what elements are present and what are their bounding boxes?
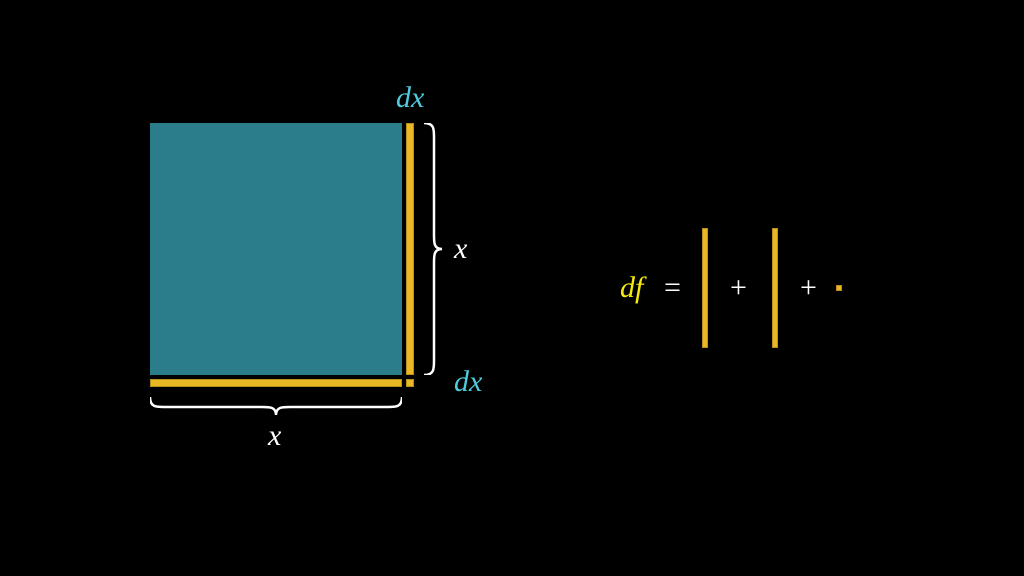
eq-bar-1: [702, 228, 708, 348]
label-x-right: x: [454, 234, 467, 264]
eq-dot: [836, 285, 842, 291]
right-strip: [406, 123, 414, 375]
label-dx-right: dx: [454, 367, 482, 397]
eq-df: df: [620, 273, 643, 303]
bottom-strip: [150, 379, 402, 387]
corner-square: [406, 379, 414, 387]
label-x-bottom: x: [268, 421, 281, 451]
bottom-brace: [150, 395, 402, 419]
main-square: [150, 123, 402, 375]
right-brace: [422, 123, 446, 375]
eq-bar-2: [772, 228, 778, 348]
eq-plus-2: +: [800, 273, 817, 303]
eq-plus-1: +: [730, 273, 747, 303]
label-dx-top: dx: [396, 83, 424, 113]
eq-equals: =: [664, 273, 681, 303]
